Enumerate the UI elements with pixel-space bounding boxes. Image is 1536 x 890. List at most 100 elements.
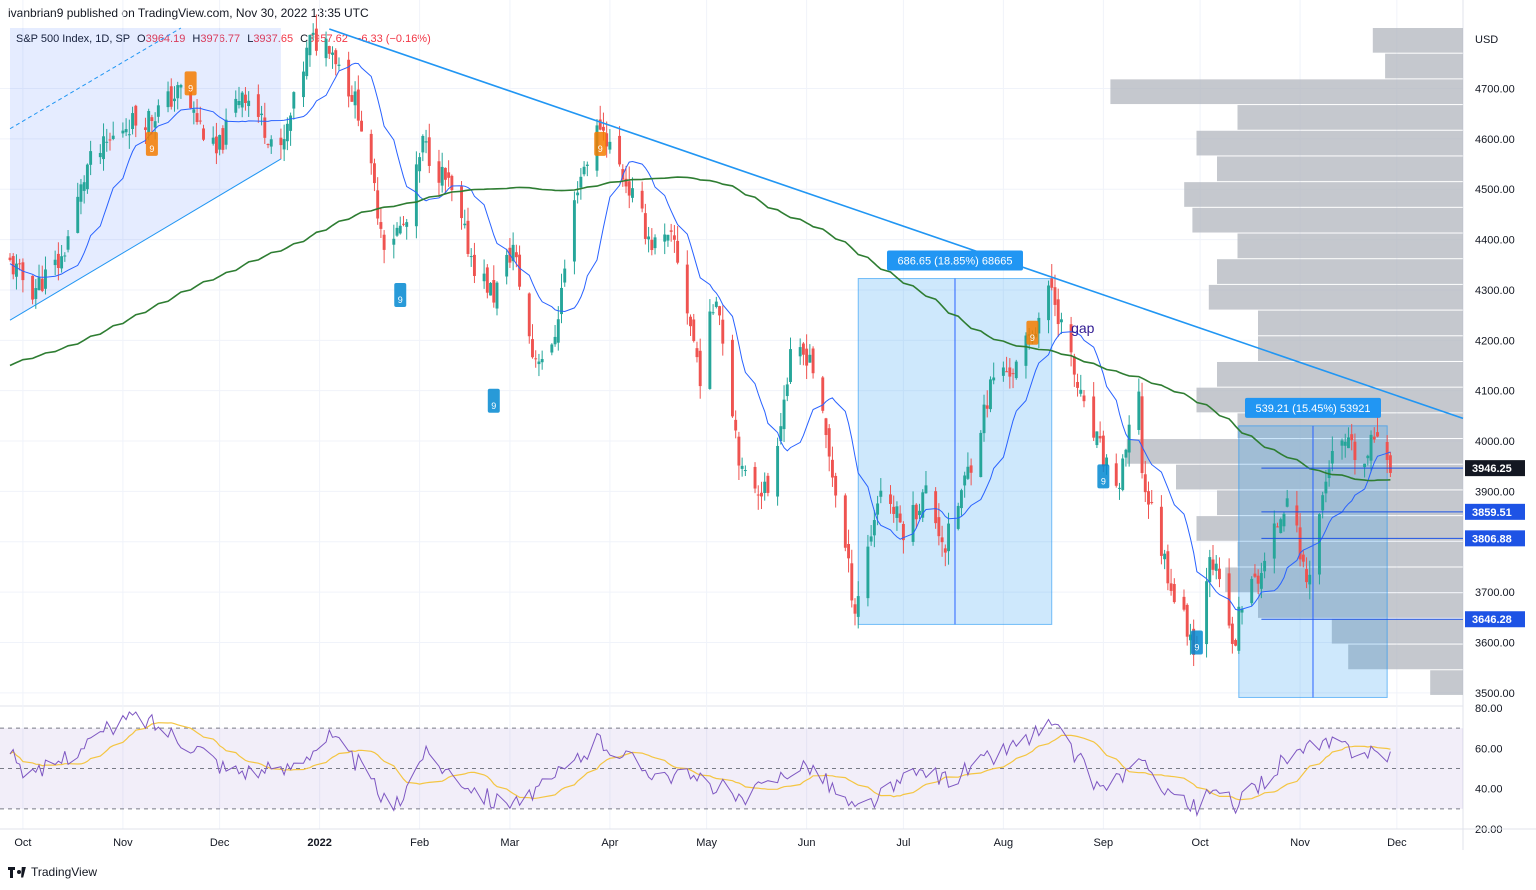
candle-body bbox=[534, 358, 538, 360]
candle-body bbox=[173, 98, 176, 102]
candle-body bbox=[1059, 319, 1063, 323]
ma-slow-line bbox=[9, 176, 1391, 482]
candle-body bbox=[666, 234, 670, 241]
td-marker-label: 9 bbox=[149, 144, 154, 154]
candle-body bbox=[218, 135, 222, 150]
candle-body bbox=[805, 348, 809, 366]
candle-body bbox=[1147, 491, 1150, 505]
candle-body bbox=[1301, 554, 1305, 562]
price-tag-bg-0 bbox=[1465, 460, 1525, 477]
candle-body bbox=[911, 505, 915, 542]
candle-body bbox=[98, 152, 102, 158]
price-chart[interactable]: 3500.003600.003700.003800.003900.004000.… bbox=[0, 0, 1536, 860]
high-value: 3976.77 bbox=[200, 33, 240, 45]
candle-body bbox=[737, 436, 741, 466]
candle-body bbox=[260, 113, 264, 116]
price-tick-4100: 4100.00 bbox=[1475, 386, 1515, 398]
td-marker-bg bbox=[145, 131, 158, 156]
candle-body bbox=[1008, 367, 1012, 377]
td-marker-label: 9 bbox=[598, 144, 603, 154]
candle-body bbox=[1076, 381, 1080, 388]
candle-body bbox=[427, 137, 431, 166]
rsi-line bbox=[9, 711, 1391, 818]
candle-body bbox=[1350, 434, 1354, 441]
candle-body bbox=[305, 47, 309, 77]
open-label: O bbox=[137, 33, 146, 45]
price-tick-4000: 4000.00 bbox=[1475, 436, 1515, 448]
candle-body bbox=[1082, 395, 1086, 402]
candle-body bbox=[1118, 487, 1121, 489]
volume-profile-bar bbox=[1217, 156, 1463, 182]
price-tag-bg-3 bbox=[1465, 611, 1525, 628]
price-tick-4700: 4700.00 bbox=[1475, 83, 1515, 95]
candle-body bbox=[685, 264, 689, 314]
channel-fill bbox=[10, 28, 281, 321]
candle-body bbox=[1137, 391, 1141, 430]
candle-body bbox=[79, 184, 83, 202]
candle-body bbox=[279, 137, 283, 146]
candle-body bbox=[1159, 506, 1163, 556]
candle-body bbox=[692, 319, 696, 341]
candle-body bbox=[572, 200, 576, 262]
volume-profile-bar bbox=[1385, 53, 1463, 79]
candle-body bbox=[1011, 373, 1015, 375]
candle-body bbox=[714, 301, 718, 307]
candle-body bbox=[1121, 458, 1125, 490]
low-label: L bbox=[247, 33, 253, 45]
candle-body bbox=[1363, 463, 1367, 468]
candle-body bbox=[982, 404, 986, 434]
candle-body bbox=[1056, 299, 1060, 325]
candle-body bbox=[689, 316, 692, 327]
candle-body bbox=[824, 418, 828, 436]
candle-body bbox=[618, 135, 622, 165]
candle-body bbox=[624, 178, 628, 187]
tradingview-logo-icon bbox=[8, 866, 26, 878]
candle-body bbox=[1092, 396, 1096, 438]
candle-body bbox=[40, 278, 44, 291]
candle-body bbox=[347, 59, 351, 97]
candle-body bbox=[414, 164, 418, 227]
candle-body bbox=[1372, 436, 1376, 440]
candle-body bbox=[14, 263, 18, 277]
candle-body bbox=[782, 399, 786, 430]
candle-body bbox=[650, 239, 654, 251]
price-labels: 686.65 (18.85%) 68665 539.21 (15.45%) 539… bbox=[145, 71, 1525, 655]
candle-body bbox=[382, 234, 386, 250]
candle-body bbox=[821, 377, 825, 411]
candle-body bbox=[959, 490, 963, 509]
time-tick-Nov: Nov bbox=[1290, 837, 1310, 849]
candle-body bbox=[1079, 389, 1083, 394]
candle-body bbox=[234, 98, 238, 113]
symbol-label[interactable]: S&P 500 Index, 1D, SP bbox=[16, 33, 130, 45]
candle-body bbox=[379, 222, 383, 229]
candle-body bbox=[105, 141, 109, 143]
candle-body bbox=[324, 38, 328, 59]
candle-body bbox=[850, 563, 854, 601]
candle-body bbox=[1172, 584, 1176, 603]
candle-body bbox=[350, 95, 354, 102]
currency-label: USD bbox=[1475, 34, 1498, 46]
candle-body bbox=[830, 459, 834, 478]
candle-body bbox=[376, 190, 380, 219]
candle-body bbox=[243, 94, 247, 104]
candle-body bbox=[672, 235, 676, 240]
candle-body bbox=[89, 151, 93, 165]
candle-body bbox=[485, 267, 489, 293]
candle-body bbox=[1353, 441, 1357, 460]
candle-body bbox=[1188, 634, 1192, 641]
volume-profile-bar bbox=[1217, 361, 1463, 387]
td-marker-label: 9 bbox=[1030, 333, 1035, 343]
volume-profile-bar bbox=[1217, 259, 1463, 284]
candle-body bbox=[527, 293, 531, 337]
volume-profile-bar bbox=[1237, 233, 1463, 259]
candle-body bbox=[360, 120, 364, 132]
candle-body bbox=[60, 256, 64, 269]
candle-body bbox=[627, 181, 631, 196]
td-marker-label: 9 bbox=[398, 295, 403, 305]
volume-profile-bar bbox=[1184, 182, 1463, 207]
time-tick-Feb: Feb bbox=[410, 837, 429, 849]
candle-body bbox=[753, 466, 757, 489]
candle-body bbox=[492, 280, 496, 303]
candle-body bbox=[843, 495, 847, 548]
volume-profile-bar bbox=[1331, 618, 1463, 644]
